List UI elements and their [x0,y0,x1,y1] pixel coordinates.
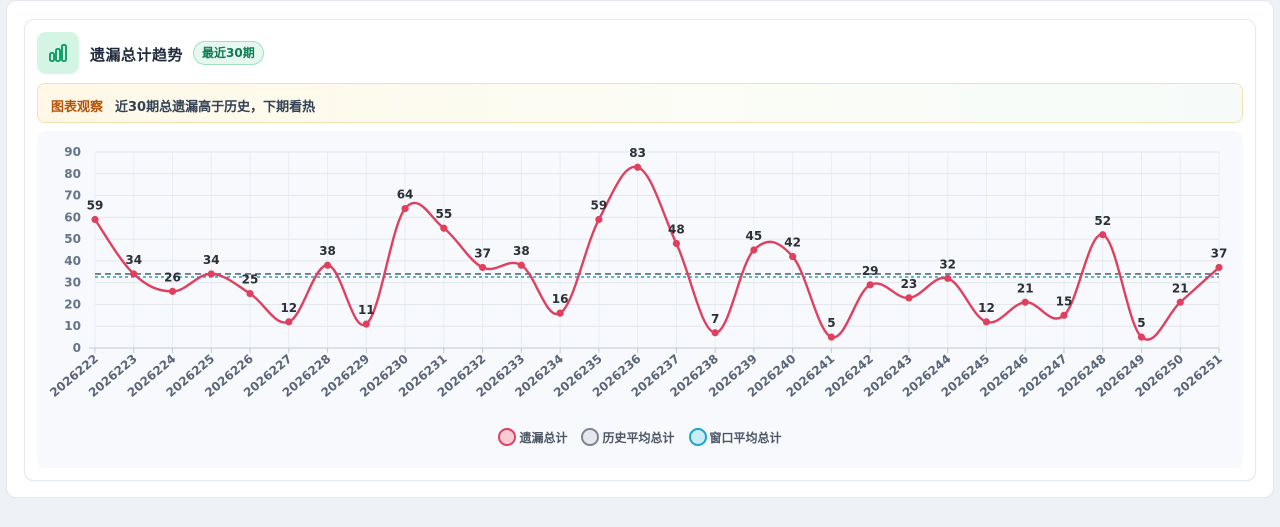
legend-label-window-avg: 窗口平均总计 [709,430,782,445]
data-label: 59 [87,199,104,213]
y-tick-label: 20 [64,297,81,311]
data-label: 25 [242,273,259,287]
y-tick-label: 50 [64,232,81,246]
data-point [789,252,797,261]
legend-item-series[interactable]: 遗漏总计 [498,428,567,446]
data-point [866,281,874,289]
plot-area [37,131,1243,468]
data-point [1137,333,1146,341]
legend-item-window-avg[interactable]: 窗口平均总计 [688,428,782,446]
legend-label-history-avg: 历史平均总计 [602,430,675,445]
chart-legend: 遗漏总计 历史平均总计 窗口平均总计 [0,428,1280,446]
observation-text: 近30期总遗漏高于历史，下期看热 [115,100,316,115]
data-point [595,215,603,224]
data-point [1099,231,1107,239]
y-tick-label: 30 [64,276,81,290]
data-point [1060,311,1068,319]
legend-swatch-history-avg [581,428,600,446]
data-point [711,329,719,337]
data-label: 11 [358,303,375,317]
data-label: 15 [1056,294,1073,308]
data-point [750,246,758,254]
data-label: 23 [901,277,918,291]
data-point [1215,263,1223,272]
data-label: 52 [1094,214,1111,228]
data-label: 48 [668,222,685,236]
data-label: 34 [125,253,142,267]
data-label: 16 [552,292,569,306]
bar-chart-icon [37,32,79,74]
data-point [556,309,564,317]
data-point [827,333,836,341]
data-point [168,287,177,295]
data-label: 29 [862,264,879,278]
data-label: 59 [591,199,608,213]
data-point [362,320,370,328]
y-tick-label: 10 [64,319,81,333]
data-label: 21 [1017,281,1034,295]
data-label: 83 [629,146,646,160]
y-tick-label: 60 [64,210,81,224]
data-label: 26 [164,270,181,284]
data-label: 5 [827,316,835,330]
y-tick-label: 80 [64,167,81,181]
data-label: 42 [784,236,801,250]
period-badge: 最近30期 [193,41,264,65]
observation-label: 图表观察 [51,100,104,115]
data-label: 5 [1137,316,1145,330]
y-tick-label: 90 [64,145,81,159]
data-point [1021,298,1029,306]
chart-title: 遗漏总计趋势 [90,46,184,64]
data-point [944,274,952,282]
data-label: 34 [203,253,220,267]
data-point [323,261,332,269]
data-point [1176,298,1184,306]
data-label: 7 [711,312,719,326]
data-point [905,294,913,302]
data-label: 45 [746,229,763,243]
data-point [130,270,138,278]
data-point [440,224,448,232]
data-point [207,270,215,278]
data-point [634,163,642,171]
legend-swatch-series [498,428,517,446]
data-label: 37 [1211,246,1228,260]
data-label: 55 [435,207,452,221]
legend-label-series: 遗漏总计 [519,430,568,445]
data-label: 12 [280,301,297,315]
observation-banner: 图表观察 近30期总遗漏高于历史，下期看热 [37,83,1243,123]
data-label: 38 [513,244,530,258]
data-point [672,239,680,248]
data-label: 32 [939,257,956,271]
data-point [982,318,991,326]
data-point [91,215,99,224]
data-point [246,289,254,298]
data-point [478,263,487,272]
data-label: 38 [319,244,336,258]
data-label: 12 [978,301,995,315]
data-point [401,205,409,213]
data-point [285,318,293,326]
y-tick-label: 0 [73,341,81,355]
series-line [94,165,1220,341]
legend-swatch-window-avg [688,428,707,446]
data-point [517,261,525,269]
y-tick-label: 40 [64,254,81,268]
data-label: 64 [397,188,414,202]
y-tick-label: 70 [64,189,81,203]
data-label: 21 [1172,281,1189,295]
legend-item-history-avg[interactable]: 历史平均总计 [581,428,675,446]
data-label: 37 [474,246,491,260]
